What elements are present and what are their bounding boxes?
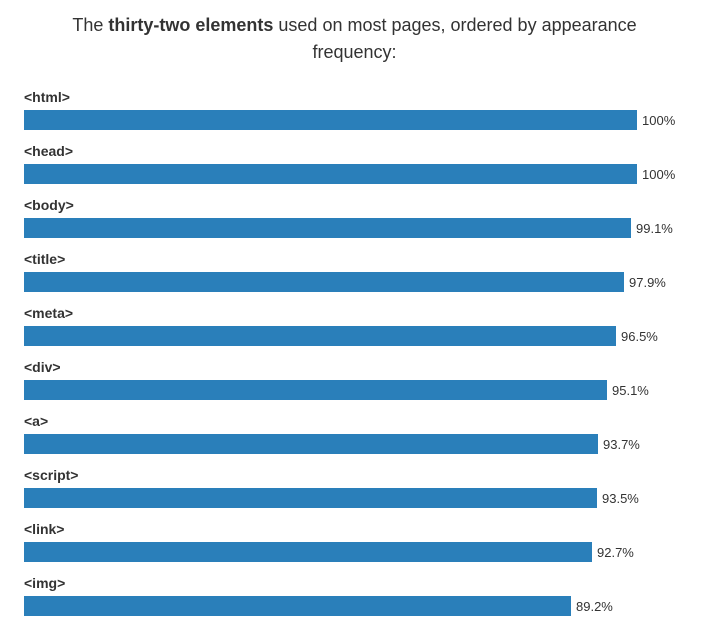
chart-title-suffix: used on most pages, ordered by appearanc… (273, 15, 637, 62)
bar-category-label: <html> (24, 89, 70, 105)
bar-value-label: 92.7% (597, 545, 634, 560)
bar-row: <meta> 96.5% (24, 304, 709, 358)
bar-category-label: <script> (24, 467, 79, 483)
bar (24, 110, 637, 130)
bar-value-label: 100% (642, 113, 676, 128)
bar (24, 380, 607, 400)
bar-category-label: <head> (24, 143, 74, 159)
bar-row: <script> 93.5% (24, 466, 709, 520)
bar-category-label: <div> (24, 359, 61, 375)
bar-row: <img> 89.2% (24, 574, 709, 628)
bar-value-label: 97.9% (629, 275, 666, 290)
chart-title: The thirty-two elements used on most pag… (40, 12, 669, 66)
bar-category-label: <link> (24, 521, 65, 537)
bar-chart: <html> 100% <head> 100% <body> 99.1% <title> 97… (24, 88, 709, 628)
chart-title-prefix: The (72, 15, 109, 35)
bar-category-label: <title> (24, 251, 66, 267)
bar (24, 164, 637, 184)
bar (24, 488, 597, 508)
bar-row: <link> 92.7% (24, 520, 709, 574)
bar (24, 218, 631, 238)
bar (24, 434, 598, 454)
bar-row: <html> 100% (24, 88, 709, 142)
bar-value-label: 96.5% (621, 329, 658, 344)
bar-value-label: 93.7% (603, 437, 640, 452)
bar (24, 326, 616, 346)
bar-category-label: <a> (24, 413, 49, 429)
chart-title-emphasis: thirty-two elements (108, 15, 274, 35)
bar-row: <a> 93.7% (24, 412, 709, 466)
bar-value-label: 99.1% (636, 221, 673, 236)
bar-row: <body> 99.1% (24, 196, 709, 250)
bar (24, 272, 624, 292)
bar-value-label: 95.1% (612, 383, 649, 398)
bar (24, 542, 592, 562)
bar-row: <head> 100% (24, 142, 709, 196)
bar-category-label: <img> (24, 575, 66, 591)
bar-value-label: 93.5% (602, 491, 639, 506)
bar-row: <div> 95.1% (24, 358, 709, 412)
bar-category-label: <body> (24, 197, 74, 213)
bar-value-label: 89.2% (576, 599, 613, 614)
bar-category-label: <meta> (24, 305, 74, 321)
bar-row: <title> 97.9% (24, 250, 709, 304)
bar (24, 596, 571, 616)
bar-value-label: 100% (642, 167, 676, 182)
